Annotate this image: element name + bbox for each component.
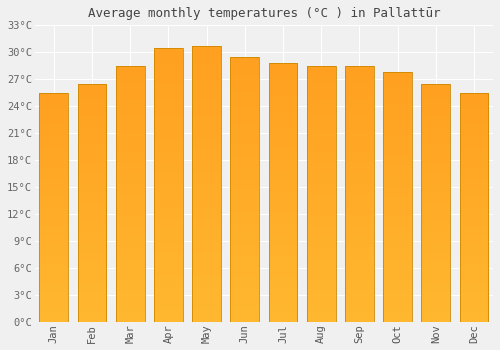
- Bar: [154, 48, 182, 322]
- Bar: [345, 66, 374, 322]
- Bar: [383, 72, 412, 322]
- Bar: [40, 93, 68, 322]
- Bar: [154, 48, 182, 322]
- Bar: [40, 93, 68, 322]
- Bar: [192, 46, 221, 322]
- Bar: [422, 84, 450, 322]
- Bar: [460, 93, 488, 322]
- Title: Average monthly temperatures (°C ) in Pallattūr: Average monthly temperatures (°C ) in Pa…: [88, 7, 440, 20]
- Bar: [345, 66, 374, 322]
- Bar: [268, 63, 298, 322]
- Bar: [422, 84, 450, 322]
- Bar: [268, 63, 298, 322]
- Bar: [230, 57, 259, 322]
- Bar: [307, 66, 336, 322]
- Bar: [192, 46, 221, 322]
- Bar: [307, 66, 336, 322]
- Bar: [78, 84, 106, 322]
- Bar: [460, 93, 488, 322]
- Bar: [383, 72, 412, 322]
- Bar: [230, 57, 259, 322]
- Bar: [116, 66, 144, 322]
- Bar: [78, 84, 106, 322]
- Bar: [116, 66, 144, 322]
